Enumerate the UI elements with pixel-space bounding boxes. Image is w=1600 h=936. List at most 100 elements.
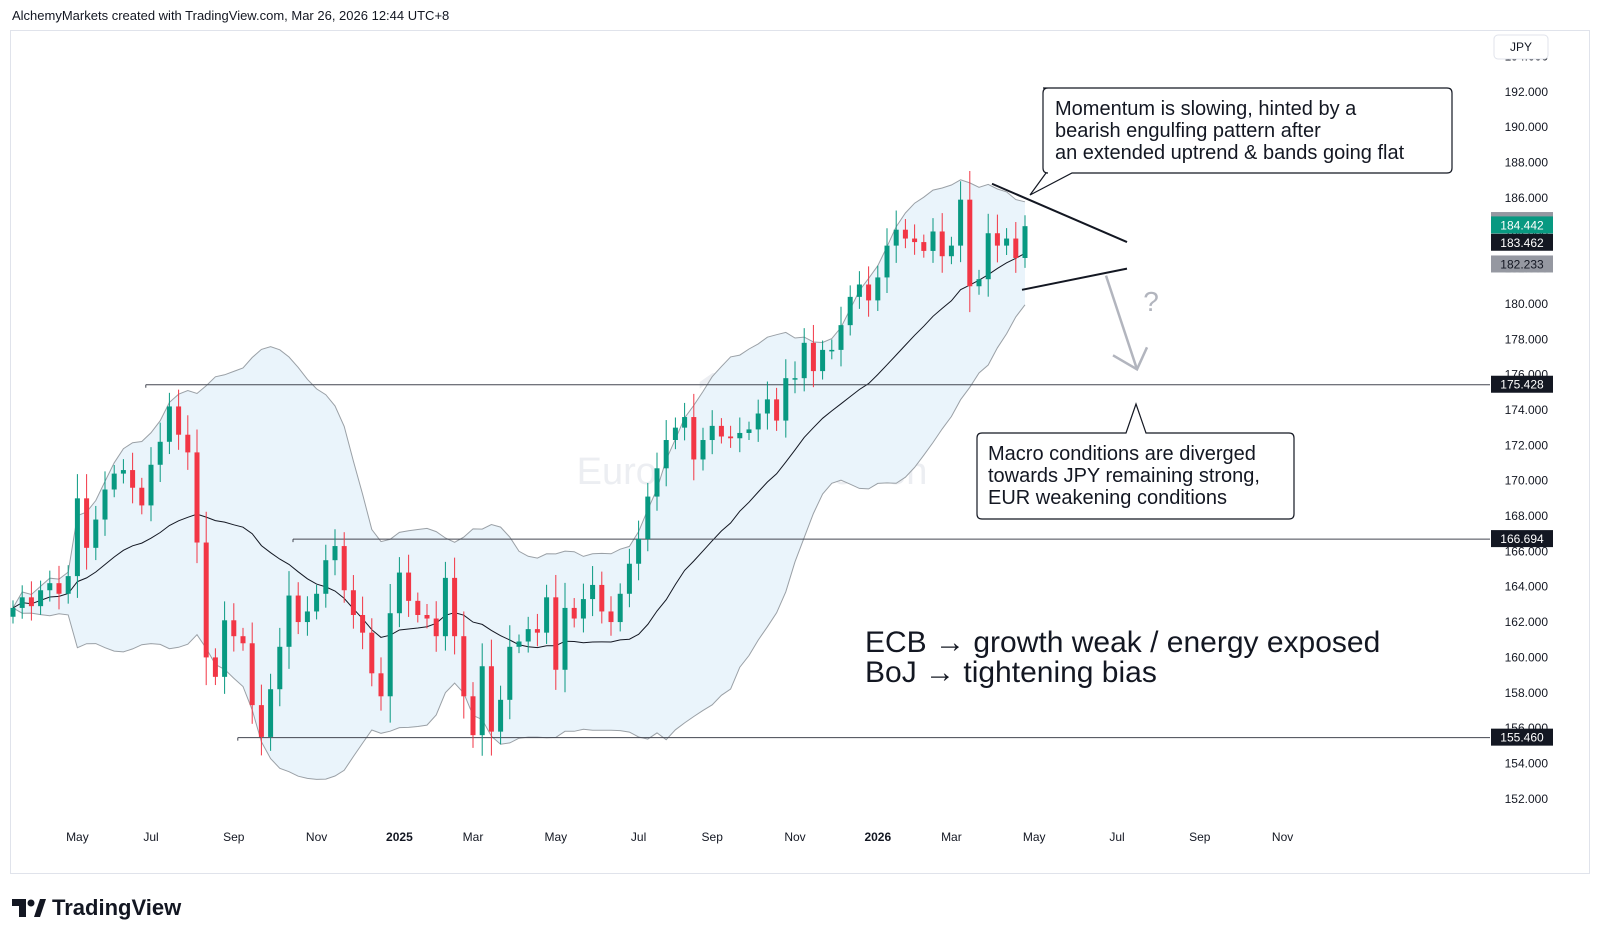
candle-body	[930, 231, 936, 251]
candle-body	[746, 429, 752, 433]
candle-body	[617, 593, 623, 623]
candle-body	[939, 231, 945, 257]
candle-body	[994, 233, 1000, 246]
candle-body	[396, 572, 402, 614]
candle-body	[810, 342, 816, 372]
candle-body	[203, 542, 209, 658]
price-label-text: 182.233	[1500, 257, 1544, 271]
candle-body	[139, 487, 145, 506]
candle-body	[783, 378, 789, 421]
y-tick-label: 186.000	[1505, 191, 1549, 205]
candle-body	[442, 577, 448, 637]
candle-body	[580, 599, 586, 619]
price-label-text: 166.694	[1500, 532, 1544, 546]
candle-body	[948, 245, 954, 257]
candle-body	[295, 595, 301, 623]
x-tick-label: 2026	[864, 830, 891, 844]
candle-body	[755, 413, 761, 430]
candle-body	[847, 296, 853, 326]
macro-note-line: BoJ → tightening bias	[865, 656, 1157, 689]
candle-body	[829, 349, 835, 352]
candle-body	[231, 620, 237, 637]
y-tick-label: 154.000	[1505, 756, 1549, 770]
candle-body	[194, 452, 200, 543]
candle-body	[792, 378, 798, 380]
candle-body	[304, 611, 310, 623]
x-tick-label: Jul	[143, 830, 158, 844]
y-tick-label: 160.000	[1505, 650, 1549, 664]
candle-body	[212, 657, 218, 677]
x-tick-label: Mar	[463, 830, 484, 844]
candle-body	[718, 425, 724, 437]
upper-band-line	[12, 179, 1026, 609]
candle-body	[507, 646, 513, 700]
candle-body	[47, 583, 53, 591]
y-tick-label: 162.000	[1505, 615, 1549, 629]
x-tick-label: Mar	[941, 830, 962, 844]
candle-body	[130, 470, 136, 488]
candle-body	[56, 583, 62, 594]
projection-arrow-shaft	[1104, 275, 1139, 370]
callout-top-line: an extended uptrend & bands going flat	[1055, 142, 1405, 164]
candle-body	[415, 600, 421, 615]
candle-body	[341, 546, 347, 591]
candle-body	[268, 689, 274, 737]
candle-body	[654, 468, 660, 497]
candle-body	[314, 593, 320, 612]
candle-body	[350, 590, 356, 615]
x-tick-label: Sep	[1189, 830, 1211, 844]
candle-body	[599, 584, 605, 612]
candle-body	[1022, 226, 1028, 258]
candle-body	[406, 572, 412, 601]
callout-top-box	[1029, 87, 1453, 196]
callout-top-line: Momentum is slowing, hinted by a	[1055, 98, 1357, 120]
candle-body	[222, 620, 228, 677]
candle-body	[258, 705, 264, 737]
question-mark: ?	[1143, 286, 1159, 317]
callout-bottom-line: EUR weakening conditions	[988, 487, 1227, 509]
currency-label: JPY	[1510, 40, 1532, 54]
candle-body	[590, 584, 596, 600]
candle-body	[84, 498, 90, 548]
candle-body	[958, 199, 964, 246]
y-tick-label: 172.000	[1505, 438, 1549, 452]
candle-body	[38, 590, 44, 607]
candle-body	[516, 641, 522, 647]
candle-body	[166, 406, 172, 442]
y-tick-label: 166.000	[1505, 544, 1549, 558]
candle-body	[774, 399, 780, 421]
candle-body	[240, 636, 246, 644]
x-tick-label: Nov	[784, 830, 805, 844]
currency-button[interactable]	[1493, 34, 1549, 60]
candle-body	[728, 436, 734, 439]
candle-body	[65, 576, 71, 594]
y-tick-label: 188.000	[1505, 156, 1549, 170]
candle-body	[801, 342, 807, 379]
macro-note-line: ECB → growth weak / energy exposed	[865, 626, 1380, 659]
candle-body	[387, 613, 393, 697]
price-label-box	[1491, 216, 1553, 234]
candle-body	[277, 646, 283, 690]
callout-bottom-line: towards JPY remaining strong,	[988, 465, 1260, 487]
candle-body	[286, 595, 292, 647]
tradingview-footer[interactable]: TradingView	[12, 895, 181, 921]
y-tick-label: 168.000	[1505, 509, 1549, 523]
triangle-lower-line	[1021, 267, 1128, 291]
y-tick-label: 174.000	[1505, 403, 1549, 417]
candle-body	[148, 464, 154, 506]
price-label-box	[1491, 530, 1553, 548]
callout-bottom-line: Macro conditions are diverged	[988, 443, 1256, 465]
candle-body	[433, 618, 439, 637]
y-tick-label: 152.000	[1505, 792, 1549, 806]
candle-body	[176, 406, 182, 435]
candle-body	[111, 473, 117, 490]
candle-body	[470, 696, 476, 736]
candle-body	[672, 427, 678, 441]
x-tick-label: Nov	[306, 830, 327, 844]
candle-body	[700, 440, 706, 460]
candle-body	[185, 434, 191, 453]
footer-brand: TradingView	[52, 895, 182, 920]
candle-body	[534, 629, 540, 633]
candle-body	[976, 279, 982, 287]
